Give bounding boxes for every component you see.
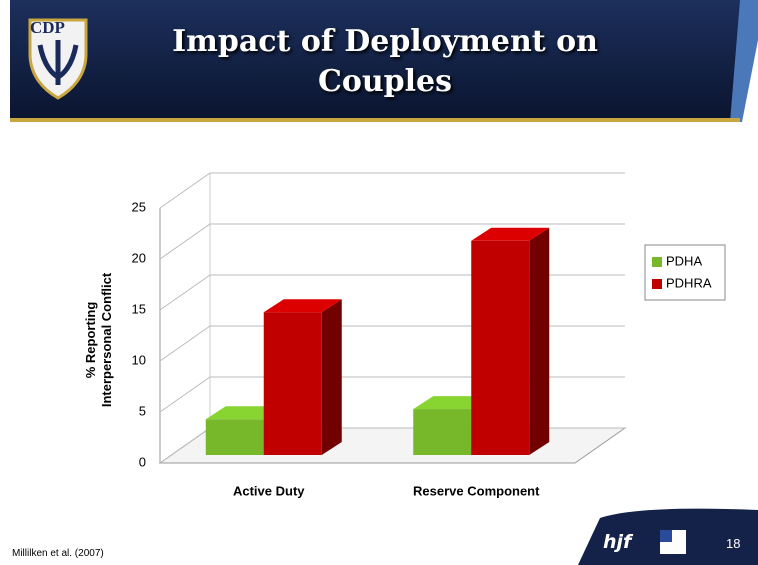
- footnote: Millilken et al. (2007): [12, 548, 104, 559]
- bar: [263, 299, 342, 455]
- legend-box: [644, 244, 726, 301]
- bar-front: [263, 312, 322, 455]
- grid-line: [159, 223, 625, 260]
- bar-front: [471, 240, 530, 455]
- bar-top: [471, 227, 550, 241]
- y-axis-label-line: % Reporting: [83, 302, 98, 379]
- x-tick-label: Active Duty: [233, 483, 305, 498]
- logo-text: CDP: [30, 18, 65, 37]
- flag-canton: [660, 530, 672, 542]
- y-tick-label: 15: [132, 301, 146, 316]
- legend-swatch: [652, 257, 662, 267]
- grid-line: [159, 274, 625, 311]
- page-number: 18: [726, 536, 741, 551]
- legend-label: PDHRA: [666, 275, 712, 290]
- legend-label: PDHA: [666, 253, 702, 268]
- y-axis-label-line: Interpersonal Conflict: [99, 272, 114, 407]
- sponsor-logo: hjf: [603, 531, 632, 553]
- y-tick-label: 5: [139, 403, 146, 418]
- y-tick-label: 10: [132, 352, 146, 367]
- bar: [471, 227, 550, 455]
- grid-line: [159, 325, 625, 362]
- bar-side: [529, 227, 550, 455]
- grid-line: [159, 172, 625, 209]
- legend-swatch: [652, 279, 662, 289]
- slide-title: Impact of Deployment on Couples: [172, 24, 598, 99]
- y-axis-label: % ReportingInterpersonal Conflict: [83, 272, 114, 407]
- y-tick-label: 25: [132, 199, 146, 214]
- y-tick-label: 0: [139, 454, 146, 469]
- header-background: [0, 0, 758, 130]
- y-tick-label: 20: [132, 250, 146, 265]
- bar-front: [413, 409, 472, 455]
- x-tick-label: Reserve Component: [413, 483, 540, 498]
- bar-front: [205, 419, 264, 455]
- bar-top: [263, 299, 342, 313]
- bar-side: [321, 299, 342, 455]
